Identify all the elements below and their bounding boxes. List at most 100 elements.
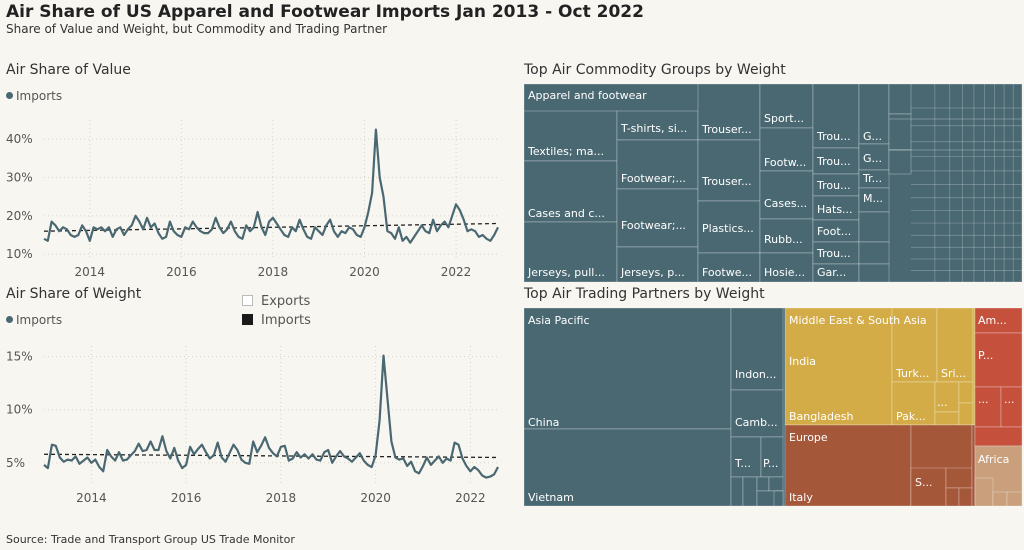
legend-dot-icon	[6, 92, 13, 99]
value-chart-x-tick-label: 2022	[441, 265, 472, 279]
legend-imports: Imports	[242, 311, 311, 330]
partner-treemap-cell-asia-pacific	[731, 477, 743, 506]
partner-treemap-cell-americas	[975, 427, 1022, 446]
partner-treemap-cell-africa	[1007, 492, 1022, 506]
commodity-treemap-cell	[889, 150, 911, 174]
commodity-treemap-label: Footw...	[764, 156, 806, 169]
partner-treemap-label: Camb...	[735, 416, 778, 429]
commodity-treemap-cell	[617, 189, 698, 247]
commodity-treemap-label: Footwear;...	[621, 219, 686, 232]
partner-treemap-label: Vietnam	[528, 491, 574, 504]
partner-treemap-cell-europe	[959, 488, 972, 506]
partner-treemap-label: Turk...	[895, 367, 929, 380]
commodity-treemap-label: Jerseys, p...	[620, 266, 685, 279]
commodity-treemap-label: Footwe...	[702, 266, 752, 279]
value-chart-x-tick-label: 2014	[75, 265, 106, 279]
partner-treemap-cell-africa	[975, 478, 993, 506]
commodity-treemap-cell	[760, 171, 813, 219]
weight-chart-x-tick-label: 2020	[360, 491, 391, 505]
partner-region-middle-east-label: Middle East & South Asia	[789, 314, 927, 327]
value-chart-y-tick-label: 20%	[6, 209, 33, 223]
partner-treemap-label: China	[528, 416, 559, 429]
commodity-treemap-cell	[859, 242, 889, 264]
commodity-treemap-cell	[889, 114, 911, 150]
legend-exports: Exports	[242, 292, 311, 311]
partner-region-europe-label: Europe	[789, 431, 828, 444]
value-chart-x-tick-label: 2020	[349, 265, 380, 279]
weight-chart-imports-series-line	[44, 356, 498, 478]
commodity-treemap: Apparel and footwear Textiles; ma... Cases…	[524, 84, 1022, 282]
weight-chart-y-tick-label: 10%	[6, 403, 33, 417]
commodity-treemap-label: Hats...	[817, 203, 853, 216]
partner-treemap-label: S...	[915, 476, 932, 489]
weight-chart-x-tick-label: 2022	[455, 491, 486, 505]
partner-region-americas-label: Am...	[978, 314, 1007, 327]
value-chart: 10% 20% 30% 40% 2014 2016 2018 2020 2022	[0, 110, 510, 280]
value-chart-x-tick-label: 2016	[166, 265, 197, 279]
partner-region-asia-pacific-label: Asia Pacific	[528, 314, 590, 327]
commodity-treemap-label: Trou...	[816, 130, 851, 143]
partner-treemap-label: ...	[978, 393, 989, 406]
commodity-treemap-label: Trou...	[816, 179, 851, 192]
value-chart-x-tick-label: 2018	[258, 265, 289, 279]
commodity-treemap-label: Gar...	[817, 266, 846, 279]
main-subtitle: Share of Value and Weight, but Commodity…	[6, 22, 387, 36]
weight-chart-y-tick-label: 15%	[6, 350, 33, 364]
partner-treemap-cell-asia-pacific	[743, 477, 757, 506]
value-legend: Imports	[6, 89, 62, 103]
main-title: Air Share of US Apparel and Footwear Imp…	[6, 2, 644, 22]
partner-treemap-cell-asia-pacific	[757, 477, 769, 491]
source-note: Source: Trade and Transport Group US Tra…	[6, 533, 295, 546]
commodity-treemap-label: Rubb...	[764, 233, 803, 246]
commodity-treemap-label: T-shirts, si...	[620, 122, 687, 135]
commodity-treemap-label: Plastics...	[702, 222, 754, 235]
partner-treemap-cell-middle-east	[959, 382, 973, 403]
partner-treemap-label: ...	[1004, 393, 1015, 406]
commodity-treemap-label: Footwear;...	[621, 172, 686, 185]
partner-treemap-cell-europe	[972, 425, 975, 506]
partner-treemap-label: Pak...	[896, 410, 926, 423]
partner-treemap-cell-asia-pacific	[731, 390, 783, 437]
weight-chart-x-tick-label: 2018	[266, 491, 297, 505]
partner-treemap-label: T...	[734, 457, 751, 470]
partner-treemap-cell-africa	[993, 492, 1007, 506]
commodity-treemap-label: Cases...	[764, 197, 807, 210]
commodity-treemap-label: Trouser...	[701, 175, 752, 188]
partner-treemap-label: Bangladesh	[789, 410, 854, 423]
commodity-treemap-label: M...	[863, 192, 883, 205]
weight-chart-title: Air Share of Weight	[6, 286, 141, 302]
partner-treemap-label: Sri...	[941, 367, 966, 380]
legend-imports-label: Imports	[261, 313, 311, 328]
weight-chart-y-tick-label: 5%	[6, 456, 25, 470]
commodity-treemap-title: Top Air Commodity Groups by Weight	[524, 62, 786, 78]
commodity-treemap-cell	[698, 140, 760, 201]
imports-swatch-icon	[242, 314, 253, 325]
commodity-treemap-label: Tr...	[862, 172, 882, 185]
commodity-treemap-label: Trouser...	[701, 123, 752, 136]
legend-exports-label: Exports	[261, 294, 310, 309]
commodity-treemap-label: Sport...	[764, 112, 804, 125]
legend-dot-icon	[6, 316, 13, 323]
partner-treemap-label: Italy	[789, 491, 813, 504]
partner-treemap-cell-europe	[946, 468, 972, 488]
commodity-treemap-label: G...	[863, 130, 882, 143]
commodity-treemap-cell	[889, 84, 911, 114]
weight-legend-label: Imports	[16, 313, 62, 327]
partner-treemap-cell-middle-east	[959, 403, 973, 425]
value-chart-y-tick-label: 40%	[6, 132, 33, 146]
exports-imports-legend: Exports Imports	[242, 292, 311, 330]
partner-treemap-cell-asia-pacific	[774, 491, 783, 506]
partner-treemap-label: Indon...	[735, 368, 776, 381]
commodity-treemap-label: Cases and c...	[528, 207, 605, 220]
commodity-treemap-label: Jerseys, pull...	[527, 266, 605, 279]
partner-treemap-label: ...	[937, 396, 948, 409]
exports-swatch-icon	[242, 295, 253, 306]
weight-chart: 5% 10% 15% 2014 2016 2018 2020 2022	[0, 336, 510, 506]
weight-chart-x-tick-label: 2016	[171, 491, 202, 505]
partner-region-africa-label: Africa	[978, 453, 1009, 466]
commodity-treemap-cell	[859, 212, 889, 242]
value-chart-title: Air Share of Value	[6, 62, 131, 78]
partner-treemap-label: P...	[978, 349, 993, 362]
value-chart-imports-series-line	[44, 130, 498, 243]
commodity-treemap-label: Foot...	[817, 225, 851, 238]
